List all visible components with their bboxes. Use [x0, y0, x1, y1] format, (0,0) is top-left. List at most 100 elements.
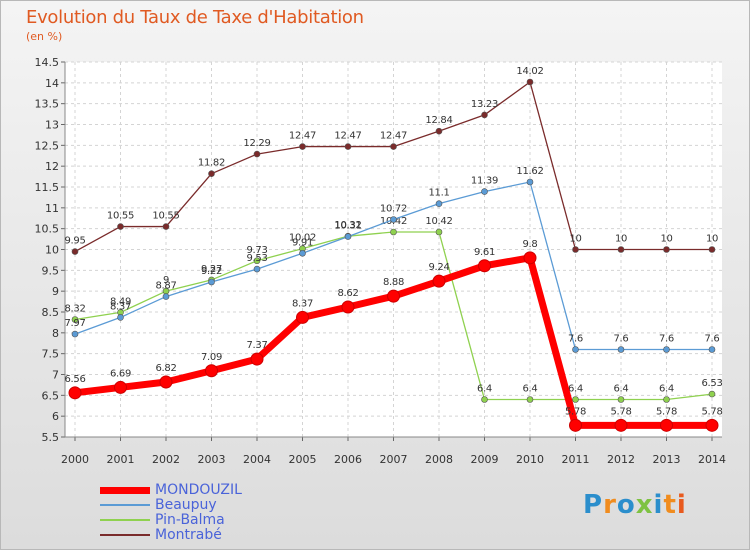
- data-label: 10.72: [380, 204, 407, 215]
- data-point: [708, 390, 716, 398]
- data-label: 7.6: [613, 334, 628, 345]
- chart-title: Evolution du Taux de Taxe d'Habitation: [26, 7, 364, 28]
- data-label: 9.95: [64, 236, 85, 247]
- logo-letter: P: [583, 490, 604, 520]
- data-point: [660, 418, 673, 432]
- x-tick-label: 2012: [607, 453, 635, 466]
- x-tick-label: 2013: [653, 453, 681, 466]
- data-point: [523, 251, 537, 265]
- data-label: 9: [163, 275, 169, 286]
- logo-letter: i: [653, 490, 664, 520]
- data-point: [159, 375, 173, 389]
- data-label: 8.49: [110, 296, 131, 307]
- data-point: [432, 274, 446, 288]
- data-label: 5.78: [701, 406, 722, 417]
- data-point: [162, 293, 170, 300]
- data-label: 6.82: [155, 363, 176, 374]
- data-label: 7.6: [659, 334, 674, 345]
- data-label: 8.37: [110, 301, 131, 312]
- data-point: [663, 346, 670, 353]
- data-label: 10.55: [107, 211, 134, 222]
- y-tick-label: 12.5: [35, 139, 60, 152]
- data-point: [250, 352, 264, 366]
- legend-label: Beaupuy: [155, 497, 217, 513]
- data-point: [614, 418, 628, 432]
- data-label: 6.56: [64, 374, 85, 385]
- y-tick-label: 13: [45, 119, 59, 132]
- data-label: 6.69: [110, 368, 131, 379]
- data-point: [663, 396, 670, 403]
- y-tick-label: 8: [52, 327, 59, 340]
- data-label: 5.78: [565, 406, 586, 417]
- data-label: 13.23: [471, 99, 498, 110]
- data-label: 9.73: [246, 245, 267, 256]
- chart-legend: MONDOUZIL Beaupuy Pin-Balma Montrabé: [100, 483, 242, 543]
- y-tick-label: 7: [52, 369, 59, 382]
- data-point: [341, 300, 355, 314]
- data-label: 7.97: [64, 318, 85, 329]
- y-tick-label: 6.5: [42, 389, 60, 402]
- data-point: [117, 314, 124, 321]
- data-point: [526, 178, 534, 186]
- legend-item: Montrabé: [100, 528, 242, 543]
- data-label: 6.4: [613, 384, 628, 395]
- data-label: 8.88: [383, 277, 404, 288]
- x-tick-label: 2001: [107, 453, 135, 466]
- data-point: [253, 150, 261, 158]
- x-tick-label: 2004: [243, 453, 271, 466]
- data-point: [705, 418, 719, 432]
- data-label: 6.4: [568, 384, 583, 395]
- data-label: 11.39: [471, 176, 498, 187]
- data-point: [162, 223, 170, 230]
- data-label: 10: [615, 234, 627, 245]
- y-tick-label: 9.5: [42, 264, 60, 277]
- data-point: [572, 346, 579, 353]
- data-point: [526, 396, 534, 403]
- data-label: 8.32: [64, 304, 85, 315]
- data-point: [299, 249, 306, 257]
- y-tick-label: 7.5: [42, 348, 60, 361]
- x-tick-label: 2009: [471, 453, 499, 466]
- data-point: [205, 364, 218, 378]
- logo-letter: x: [635, 490, 654, 520]
- y-tick-label: 11: [45, 202, 59, 215]
- data-point: [435, 127, 443, 135]
- data-label: 10.55: [152, 211, 179, 222]
- y-tick-label: 13.5: [35, 98, 60, 111]
- data-point: [344, 233, 352, 240]
- data-label: 11.1: [428, 188, 449, 199]
- data-label: 9.8: [522, 239, 537, 250]
- data-point: [572, 246, 579, 253]
- data-label: 12.47: [289, 131, 316, 142]
- data-label: 7.6: [704, 334, 719, 345]
- data-label: 6.53: [701, 378, 722, 389]
- legend-swatch: [100, 504, 150, 506]
- data-point: [617, 346, 625, 353]
- data-point: [208, 278, 215, 286]
- x-tick-label: 2006: [334, 453, 362, 466]
- legend-item: Beaupuy: [100, 498, 242, 513]
- x-tick-label: 2010: [516, 453, 544, 466]
- data-label: 12.47: [380, 131, 407, 142]
- data-point: [435, 228, 443, 236]
- data-label: 8.62: [337, 288, 358, 299]
- y-tick-label: 10.5: [35, 223, 60, 236]
- data-point: [708, 346, 716, 353]
- data-label: 6.4: [522, 384, 537, 395]
- data-point: [344, 143, 352, 150]
- y-tick-label: 14.5: [35, 56, 60, 69]
- proxiti-logo: Proxiti: [583, 490, 687, 520]
- data-label: 12.29: [243, 138, 270, 149]
- data-label: 9.91: [292, 237, 313, 248]
- logo-letter: r: [603, 490, 617, 520]
- data-point: [299, 143, 306, 150]
- data-label: 5.78: [656, 406, 677, 417]
- data-point: [71, 316, 79, 323]
- x-tick-label: 2002: [152, 453, 180, 466]
- data-label: 7.09: [201, 352, 222, 363]
- legend-swatch: [100, 534, 150, 536]
- data-label: 10.32: [334, 220, 361, 231]
- data-label: 9.27: [201, 264, 222, 275]
- data-point: [708, 246, 716, 253]
